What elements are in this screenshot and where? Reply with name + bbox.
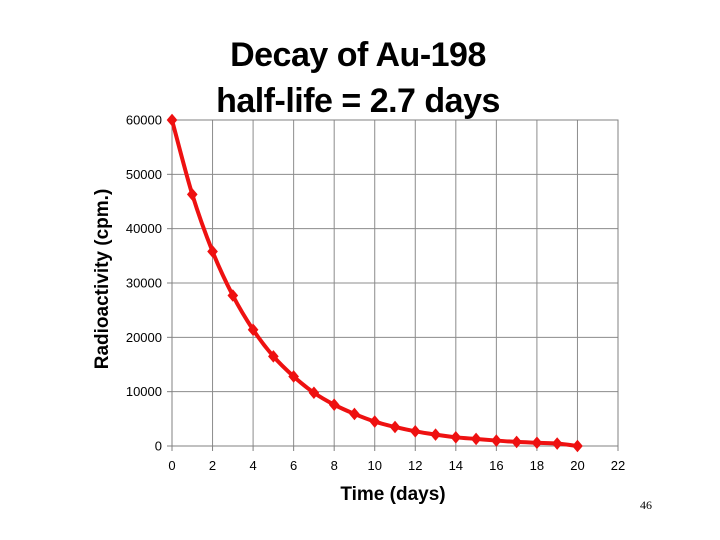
x-tick-label: 16 [489,458,503,473]
data-point [349,407,360,421]
data-point [491,434,502,447]
data-point [328,398,340,411]
series-layer [166,113,583,453]
x-tick-label: 0 [168,458,175,473]
chart-subtitle: half-life = 2.7 days [216,82,500,120]
data-point [166,113,178,127]
data-point [551,437,563,450]
x-tick-label: 22 [611,458,625,473]
y-axis-title: Radioactivity (cpm.) [92,189,113,370]
data-point [288,370,299,383]
y-tick-label: 30000 [126,276,162,291]
data-point [389,420,401,434]
x-tick-label: 18 [530,458,544,473]
y-tick-label: 60000 [126,113,162,128]
grid [171,119,619,447]
x-tick-label: 2 [209,458,216,473]
x-tick-label: 14 [449,458,463,473]
data-point [450,431,462,444]
data-point [572,439,583,453]
data-point [409,425,421,438]
data-point [186,188,198,201]
x-tick-label: 10 [367,458,381,473]
data-point [207,245,218,258]
data-point [308,386,320,400]
chart-title: Decay of Au-198 [230,36,486,74]
y-axis-ticks: 0 10000 20000 30000 40000 50000 60000 [126,113,172,454]
page-number: 46 [640,498,652,512]
y-tick-label: 10000 [126,384,162,399]
x-tick-label: 4 [249,458,256,473]
data-point [227,289,239,302]
data-point [470,432,482,446]
data-point [247,323,259,336]
data-point [369,415,381,428]
data-point [511,435,522,449]
y-tick-label: 20000 [126,330,162,345]
x-tick-label: 6 [290,458,297,473]
data-point [268,350,279,363]
x-tick-label: 20 [570,458,584,473]
y-tick-label: 40000 [126,221,162,236]
x-axis-title: Time (days) [340,484,445,505]
x-axis-ticks: 0 2 4 6 8 10 12 14 16 18 20 22 [168,446,625,473]
y-tick-label: 0 [155,439,162,454]
x-tick-label: 12 [408,458,422,473]
x-tick-label: 8 [331,458,338,473]
y-tick-label: 50000 [126,167,162,182]
data-point [430,428,441,441]
data-point [531,436,543,450]
